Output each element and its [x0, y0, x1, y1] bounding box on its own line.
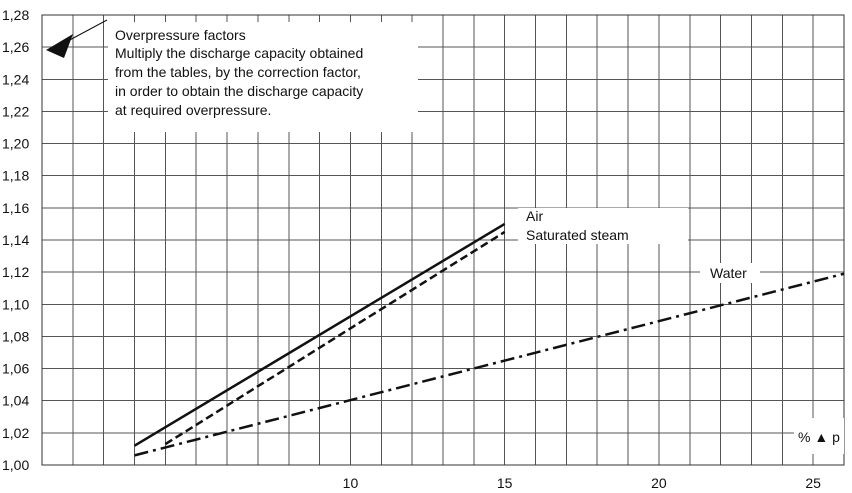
x-tick-label: 25: [805, 475, 821, 491]
x-tick-label: 20: [651, 475, 667, 491]
y-tick-label: 1,26: [2, 39, 29, 55]
annotation-line-2: from the tables, by the correction facto…: [115, 64, 361, 80]
label-air: Air: [526, 208, 543, 224]
y-tick-label: 1,22: [2, 103, 29, 119]
y-tick-label: 1,12: [2, 264, 29, 280]
y-tick-label: 1,04: [2, 393, 29, 409]
series-labels: Air Saturated steam Water: [518, 208, 760, 283]
annotation-box: Overpressure factors Multiply the discha…: [108, 22, 418, 132]
series: [133, 222, 845, 457]
series-line-water: [134, 272, 845, 457]
y-tick-label: 1,18: [2, 168, 29, 184]
x-tick-label: 10: [343, 475, 359, 491]
y-tick-label: 1,20: [2, 136, 29, 152]
annotation-line-1: Multiply the discharge capacity obtained: [115, 45, 363, 61]
annotation-arrow: [46, 19, 108, 58]
x-axis-label: % ▲ p: [794, 418, 844, 454]
annotation-line-3: in order to obtain the discharge capacit…: [115, 83, 363, 99]
y-tick-label: 1,02: [2, 425, 29, 441]
plot-frame: [41, 14, 845, 466]
series-line-saturated-steam: [164, 230, 506, 446]
y-tick-label: 1,10: [2, 296, 29, 312]
y-axis-ticks: 1,00 1,02 1,04 1,06 1,08 1,10 1,12 1,14 1,16 1,18…: [2, 7, 29, 473]
x-axis-ticks: 10 15 20 25: [343, 475, 821, 491]
y-tick-label: 1,00: [2, 457, 29, 473]
y-tick-label: 1,06: [2, 361, 29, 377]
y-tick-label: 1,08: [2, 328, 29, 344]
y-tick-label: 1,16: [2, 200, 29, 216]
x-tick-label: 15: [497, 475, 513, 491]
annotation-title: Overpressure factors: [115, 27, 246, 43]
y-tick-label: 1,28: [2, 7, 29, 23]
label-water: Water: [710, 265, 747, 281]
label-saturated-steam: Saturated steam: [526, 227, 629, 243]
series-line-air: [133, 222, 506, 447]
annotation-line-4: at required overpressure.: [115, 102, 271, 118]
x-axis-label-text: % ▲ p: [798, 429, 840, 445]
y-tick-label: 1,14: [2, 232, 29, 248]
y-tick-label: 1,24: [2, 71, 29, 87]
